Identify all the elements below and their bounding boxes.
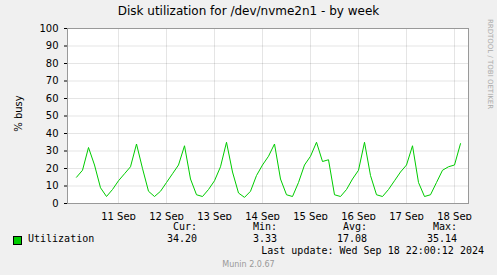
html-text:Last update: Wed Sep 18 22:00:: Last update: Wed Sep 18 22:00:12 2024 [261, 245, 484, 256]
svg-text:20: 20 [46, 163, 59, 174]
html-text:% busy: % busy [12, 95, 24, 132]
svg-text:100: 100 [39, 23, 58, 34]
html-text:Disk utilization for /dev/nvme: Disk utilization for /dev/nvme2n1 - by w… [117, 4, 380, 18]
svg-text:90: 90 [46, 40, 59, 51]
svg-text:13 Sep: 13 Sep [197, 211, 232, 220]
svg-text:14 Sep: 14 Sep [245, 211, 280, 220]
html-text:3.33: 3.33 [252, 233, 277, 244]
svg-text:70: 70 [46, 75, 59, 86]
html-text:35.14: 35.14 [426, 233, 457, 244]
html-text:17.08: 17.08 [336, 233, 367, 244]
svg-text:30: 30 [46, 145, 59, 156]
svg-text:11 Sep: 11 Sep [101, 211, 136, 220]
html-text:Max:: Max: [432, 221, 457, 232]
svg-text:18 Sep: 18 Sep [437, 211, 472, 220]
svg-text:17 Sep: 17 Sep [389, 211, 424, 220]
html-text:Avg:: Avg: [342, 221, 367, 232]
svg-text:50: 50 [46, 110, 59, 121]
svg-text:12 Sep: 12 Sep [149, 211, 184, 220]
svg-text:15 Sep: 15 Sep [293, 211, 328, 220]
html-text:Cur:: Cur: [172, 221, 197, 232]
html-text:Munin 2.0.67: Munin 2.0.67 [222, 260, 275, 269]
svg-text:40: 40 [46, 128, 59, 139]
html-text:RRDTOOL / TOBI OETIKER: RRDTOOL / TOBI OETIKER [486, 18, 494, 110]
svg-text:80: 80 [46, 58, 59, 69]
svg-text:60: 60 [46, 93, 59, 104]
svg-text:16 Sep: 16 Sep [341, 211, 376, 220]
html-text:Min:: Min: [252, 221, 277, 232]
svg-text:10: 10 [46, 180, 59, 191]
svg-text:0: 0 [52, 198, 58, 209]
html-text:34.20: 34.20 [166, 233, 197, 244]
html-text:Utilization: Utilization [28, 233, 95, 244]
